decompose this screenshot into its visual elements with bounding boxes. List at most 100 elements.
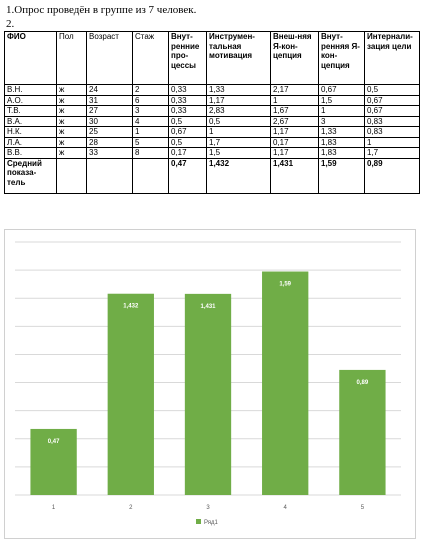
table-cell: 0,67	[168, 126, 207, 138]
table-cell: 0,83	[364, 126, 420, 138]
table-cell: 24	[86, 84, 133, 96]
table-row: Л.А. ж 28 5 0,5 1,7 0,17 1,83 1	[4, 136, 420, 148]
table-cell: 1,33	[318, 126, 365, 138]
table-cell: 30	[86, 115, 133, 127]
data-label: 1,59	[279, 282, 291, 288]
x-tick-label: 4	[284, 505, 288, 511]
table-row: Н.К. ж 25 1 0,67 1 1,17 1,33 0,83	[4, 126, 420, 138]
table-cell: ж	[56, 126, 87, 138]
table-cell: 0,5	[168, 115, 207, 127]
table-cell: ж	[56, 94, 87, 106]
table-cell: 0,5	[206, 115, 271, 127]
table-row: В.А. ж 30 4 0,5 0,5 2,67 3 0,83	[4, 115, 420, 127]
table-cell: 3	[132, 105, 169, 117]
table-cell: 3	[318, 115, 365, 127]
average-cell	[132, 157, 169, 194]
table-cell: 27	[86, 105, 133, 117]
header-external-self-concept: Внеш-няя Я-кон-цепция	[270, 31, 319, 85]
chart-canvas: 0,47 1 1,432 2 1,431 3 1,59 4 0,89 5 Ряд1	[15, 241, 401, 526]
average-cell: 1,432	[206, 157, 271, 194]
table-cell: 2	[132, 84, 169, 96]
table-cell: 0,33	[168, 105, 207, 117]
table-header-row: ФИО Пол Возраст Стаж Внут-ренние про-цес…	[4, 31, 420, 85]
data-label: 0,89	[357, 380, 369, 386]
header-age: Возраст	[86, 31, 133, 85]
header-experience: Стаж	[132, 31, 169, 85]
legend-swatch	[196, 519, 201, 524]
bar-3	[184, 293, 232, 495]
table-cell: ж	[56, 115, 87, 127]
table-cell: 5	[132, 136, 169, 148]
average-row: Средний показа-тель 0,47 1,432 1,431 1,59 0,8…	[4, 157, 420, 194]
table-cell: 0,17	[168, 147, 207, 159]
table-cell: 1,83	[318, 136, 365, 148]
data-label: 1,431	[200, 304, 216, 310]
table-cell: 8	[132, 147, 169, 159]
table-cell: 1	[270, 94, 319, 106]
table-cell: 1,17	[270, 147, 319, 159]
table-cell: 0,17	[270, 136, 319, 148]
table-cell: 1,17	[270, 126, 319, 138]
average-label: Средний показа-тель	[4, 157, 57, 194]
header-instrumental-motivation: Инструмен-тальная мотивация	[206, 31, 271, 85]
average-cell: 1,59	[318, 157, 365, 194]
average-cell	[56, 157, 87, 194]
table-row: В.Н. ж 24 2 0,33 1,33 2,17 0,67 0,5	[4, 84, 420, 96]
data-label: 0,47	[48, 439, 60, 445]
table-cell: 2,67	[270, 115, 319, 127]
header-name: ФИО	[4, 31, 57, 85]
table-cell: 2,17	[270, 84, 319, 96]
table-cell: 0,67	[364, 105, 420, 117]
average-cell: 0,89	[364, 157, 420, 194]
average-cell	[86, 157, 133, 194]
table-cell: 1	[318, 105, 365, 117]
table-row: А.О. ж 31 6 0,33 1,17 1 1,5 0,67	[4, 94, 420, 106]
legend-label: Ряд1	[204, 520, 219, 526]
header-goal-internalization: Интернали-зация цели	[364, 31, 420, 85]
table-cell: Н.К.	[4, 126, 57, 138]
results-table: ФИО Пол Возраст Стаж Внут-ренние про-цес…	[4, 31, 420, 194]
table-cell: В.Н.	[4, 84, 57, 96]
table-cell: 1,33	[206, 84, 271, 96]
table-cell: 1,67	[270, 105, 319, 117]
table-cell: 1,83	[318, 147, 365, 159]
table-cell: 1	[364, 136, 420, 148]
x-tick-label: 2	[129, 505, 133, 511]
table-cell: 0,83	[364, 115, 420, 127]
intro-line: 1.Опрос проведён в группе из 7 человек.	[6, 4, 197, 16]
average-cell: 1,431	[270, 157, 319, 194]
table-cell: ж	[56, 136, 87, 148]
data-label: 1,432	[123, 304, 139, 310]
table-cell: 1,7	[364, 147, 420, 159]
table-cell: Т.В.	[4, 105, 57, 117]
table-cell: ж	[56, 84, 87, 96]
header-internal-self-concept: Внут-ренняя Я-кон-цепция	[318, 31, 365, 85]
table-cell: 0,67	[364, 94, 420, 106]
table-cell: 0,5	[168, 136, 207, 148]
table-cell: Л.А.	[4, 136, 57, 148]
bar-4	[262, 271, 309, 495]
bar-2	[107, 293, 154, 495]
table-cell: 0,33	[168, 94, 207, 106]
table-cell: В.В.	[4, 147, 57, 159]
table-cell: 0,5	[364, 84, 420, 96]
table-cell: 28	[86, 136, 133, 148]
table-cell: 31	[86, 94, 133, 106]
table-cell: 2,83	[206, 105, 271, 117]
x-tick-label: 3	[206, 505, 210, 511]
bar-chart: 0,47 1 1,432 2 1,431 3 1,59 4 0,89 5 Ряд1	[4, 229, 416, 539]
table-cell: 0,33	[168, 84, 207, 96]
table-cell: 1,17	[206, 94, 271, 106]
table-cell: 33	[86, 147, 133, 159]
table-cell: 6	[132, 94, 169, 106]
table-cell: А.О.	[4, 94, 57, 106]
table-cell: 1,5	[318, 94, 365, 106]
table-cell: 25	[86, 126, 133, 138]
table-cell: 1	[132, 126, 169, 138]
bar-5	[339, 369, 386, 495]
average-cell: 0,47	[168, 157, 207, 194]
table-row: В.В. ж 33 8 0,17 1,5 1,17 1,83 1,7	[4, 147, 420, 159]
table-row: Т.В. ж 27 3 0,33 2,83 1,67 1 0,67	[4, 105, 420, 117]
x-tick-label: 5	[361, 505, 365, 511]
table-cell: ж	[56, 147, 87, 159]
